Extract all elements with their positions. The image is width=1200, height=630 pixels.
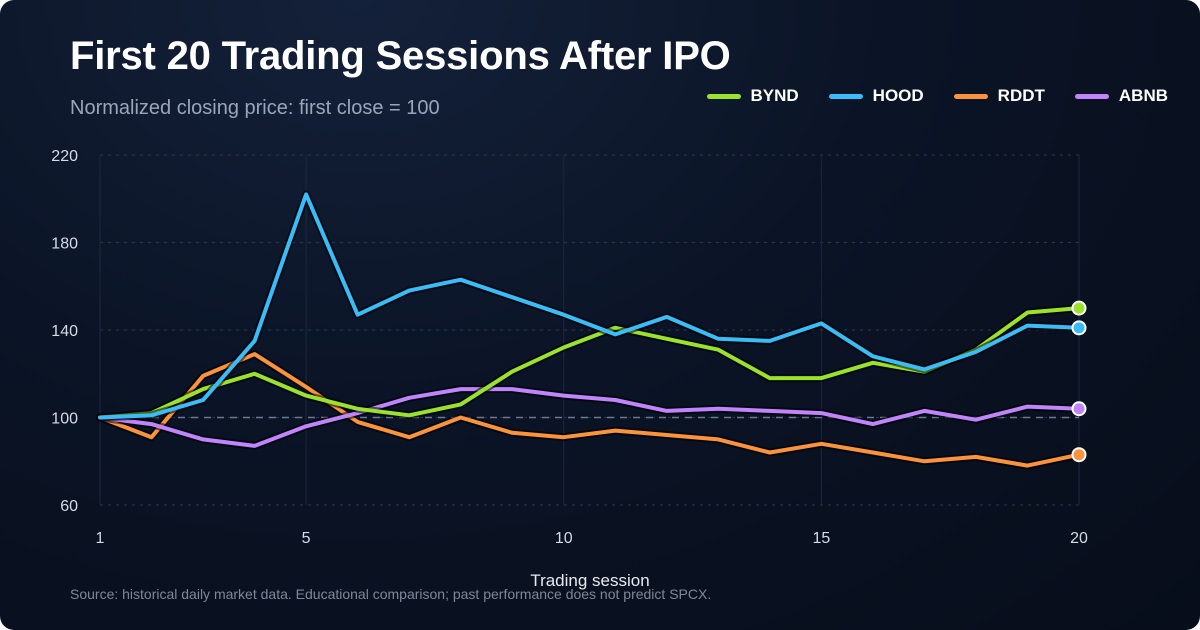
legend-label-abnb: ABNB xyxy=(1118,86,1168,105)
chart-title: First 20 Trading Sessions After IPO xyxy=(70,34,731,78)
legend-item-hood: HOOD xyxy=(828,86,924,106)
x-tick-label: 5 xyxy=(302,530,311,547)
series-line-rddt xyxy=(98,352,1081,468)
series-line-abnb xyxy=(98,387,1081,448)
legend: BYND HOOD RDDT ABNB xyxy=(706,86,1168,106)
x-axis-label: Trading session xyxy=(530,571,649,590)
legend-label-hood: HOOD xyxy=(872,86,924,105)
y-tick-label: 100 xyxy=(51,411,78,428)
legend-swatch-bynd xyxy=(706,93,741,99)
legend-swatch-abnb xyxy=(1074,93,1109,99)
series-end-marker-bynd xyxy=(1071,300,1087,316)
legend-item-bynd: BYND xyxy=(706,86,799,106)
legend-label-rddt: RDDT xyxy=(997,86,1045,105)
legend-item-rddt: RDDT xyxy=(953,86,1045,106)
series-end-marker-rddt xyxy=(1071,447,1087,463)
x-tick-label: 15 xyxy=(812,530,830,547)
y-tick-label: 140 xyxy=(51,323,78,340)
series-shadow-hood xyxy=(96,190,1083,422)
legend-label-bynd: BYND xyxy=(750,86,799,105)
series-end-marker-hood xyxy=(1071,320,1087,336)
x-tick-label: 10 xyxy=(555,530,573,547)
x-tick-label: 1 xyxy=(96,530,105,547)
legend-swatch-rddt xyxy=(953,93,988,99)
chart-subtitle: Normalized closing price: first close = … xyxy=(70,97,440,119)
y-tick-label: 180 xyxy=(51,236,78,253)
x-tick-label: 20 xyxy=(1070,530,1088,547)
series-end-marker-abnb xyxy=(1071,401,1087,417)
legend-item-abnb: ABNB xyxy=(1074,86,1168,106)
y-tick-label: 60 xyxy=(60,498,78,515)
source-note: Source: historical daily market data. Ed… xyxy=(70,586,712,602)
grid xyxy=(99,154,1080,506)
legend-swatch-hood xyxy=(828,93,863,99)
y-tick-label: 220 xyxy=(51,148,78,165)
series-line-hood xyxy=(98,192,1081,420)
